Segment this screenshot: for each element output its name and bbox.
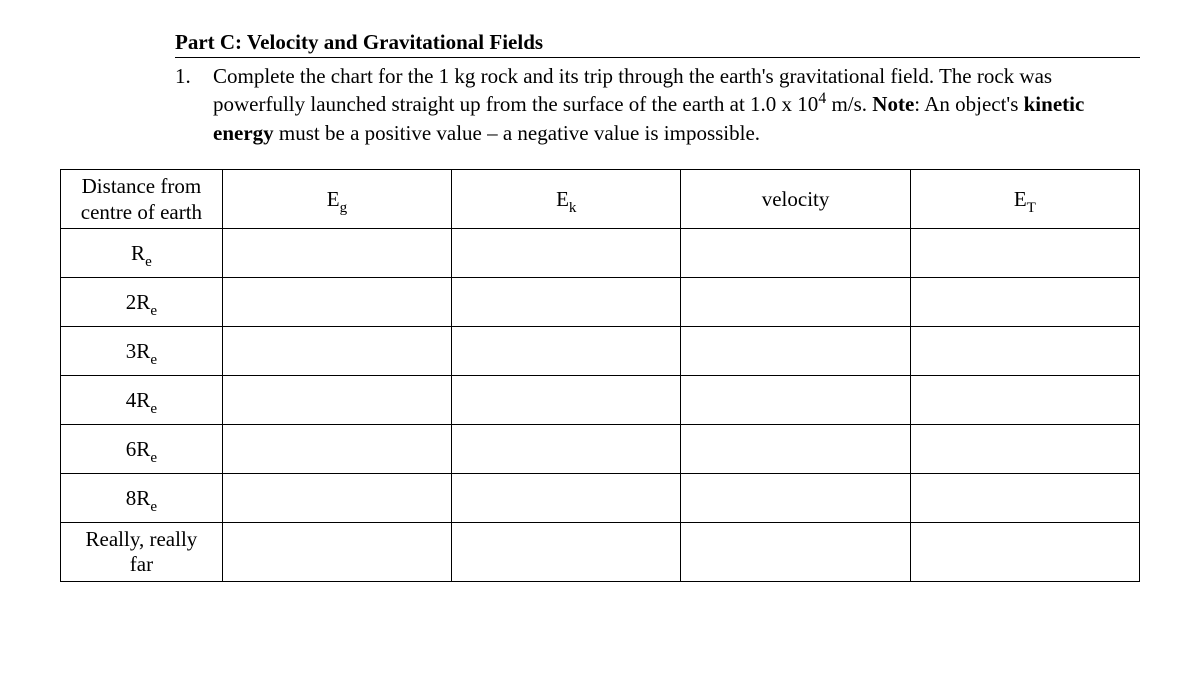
dist-main: R [131,241,145,265]
cell-eg [222,278,451,327]
cell-ek [452,229,681,278]
table-body: Re2Re3Re4Re6Re8ReReally, reallyfar [61,229,1140,582]
eg-main: E [327,187,340,211]
table-row: 2Re [61,278,1140,327]
cell-velocity [681,523,910,582]
cell-distance: 6Re [61,425,223,474]
table-header-row: Distance from centre of earth Eg Ek velo… [61,170,1140,229]
cell-eg [222,327,451,376]
table-row: 6Re [61,425,1140,474]
ek-sub: k [569,200,577,216]
cell-eg [222,425,451,474]
col-header-velocity: velocity [681,170,910,229]
energy-table: Distance from centre of earth Eg Ek velo… [60,169,1140,582]
cell-velocity [681,229,910,278]
cell-eg [222,523,451,582]
table-row: 8Re [61,474,1140,523]
cell-et [910,425,1139,474]
cell-et [910,376,1139,425]
dist-line2: far [61,552,222,577]
question-text: Complete the chart for the 1 kg rock and… [213,62,1140,147]
cell-eg [222,229,451,278]
cell-distance: 2Re [61,278,223,327]
cell-et [910,278,1139,327]
cell-distance: 3Re [61,327,223,376]
ek-main: E [556,187,569,211]
col-header-eg: Eg [222,170,451,229]
table-row: Really, reallyfar [61,523,1140,582]
cell-ek [452,376,681,425]
cell-velocity [681,278,910,327]
velocity-label: velocity [762,187,830,211]
table-row: Re [61,229,1140,278]
q-part-3: : An object's [914,92,1023,116]
dist-sub: e [150,450,157,466]
cell-velocity [681,474,910,523]
cell-ek [452,523,681,582]
dist-label-2: centre of earth [81,200,202,224]
dist-sub: e [145,254,152,270]
table-row: 4Re [61,376,1140,425]
cell-distance: 4Re [61,376,223,425]
dist-line1: Really, really [61,527,222,552]
dist-sub: e [150,303,157,319]
dist-sub: e [150,352,157,368]
col-header-et: ET [910,170,1139,229]
q-exponent: 4 [818,90,826,107]
dist-main: 6R [126,437,151,461]
eg-sub: g [340,200,348,216]
col-header-ek: Ek [452,170,681,229]
cell-velocity [681,425,910,474]
cell-et [910,523,1139,582]
cell-et [910,327,1139,376]
cell-velocity [681,327,910,376]
cell-distance: 8Re [61,474,223,523]
cell-et [910,229,1139,278]
page: Part C: Velocity and Gravitational Field… [0,0,1200,675]
col-header-distance: Distance from centre of earth [61,170,223,229]
cell-ek [452,474,681,523]
part-title: Part C: Velocity and Gravitational Field… [175,30,1140,58]
cell-eg [222,376,451,425]
cell-ek [452,327,681,376]
cell-velocity [681,376,910,425]
dist-sub: e [150,401,157,417]
dist-label-1: Distance from [82,174,202,198]
heading-block: Part C: Velocity and Gravitational Field… [175,30,1140,147]
q-part-2: m/s. [826,92,872,116]
table-row: 3Re [61,327,1140,376]
dist-main: 3R [126,339,151,363]
dist-main: 4R [126,388,151,412]
cell-et [910,474,1139,523]
cell-ek [452,425,681,474]
dist-main: 2R [126,290,151,314]
cell-eg [222,474,451,523]
cell-distance: Really, reallyfar [61,523,223,582]
dist-main: 8R [126,486,151,510]
cell-distance: Re [61,229,223,278]
q-part-4: must be a positive value – a negative va… [274,121,760,145]
et-main: E [1014,187,1027,211]
et-sub: T [1027,200,1036,216]
question-number: 1. [175,62,213,147]
question-wrap: 1. Complete the chart for the 1 kg rock … [175,62,1140,147]
dist-sub: e [150,499,157,515]
cell-ek [452,278,681,327]
q-note-label: Note [872,92,914,116]
